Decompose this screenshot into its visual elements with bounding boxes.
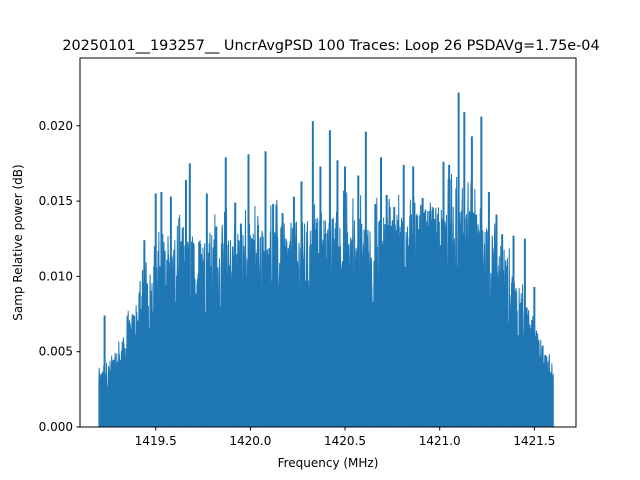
x-axis-label: Frequency (MHz) (278, 456, 379, 470)
x-tick-label: 1420.5 (324, 434, 366, 448)
y-tick-label: 0.015 (39, 194, 73, 208)
x-tick-label: 1419.5 (135, 434, 177, 448)
plot-area (98, 92, 554, 428)
x-tick-label: 1420.0 (229, 434, 271, 448)
chart-title: 20250101__193257__ UncrAvgPSD 100 Traces… (62, 38, 599, 54)
x-tick-label: 1421.0 (419, 434, 461, 448)
spectrum-series (98, 92, 554, 428)
y-tick-label: 0.000 (39, 420, 73, 434)
y-axis: 0.000 0.005 0.010 0.015 0.020 (39, 119, 80, 434)
y-tick-label: 0.010 (39, 269, 73, 283)
x-tick-label: 1421.5 (513, 434, 555, 448)
y-tick-label: 0.020 (39, 119, 73, 133)
y-tick-label: 0.005 (39, 345, 73, 359)
axes-frame (79, 57, 577, 428)
y-axis-label: Samp Relative power (dB) (11, 164, 25, 320)
x-axis: 1419.5 1420.0 1420.5 1421.0 1421.5 (135, 427, 555, 448)
